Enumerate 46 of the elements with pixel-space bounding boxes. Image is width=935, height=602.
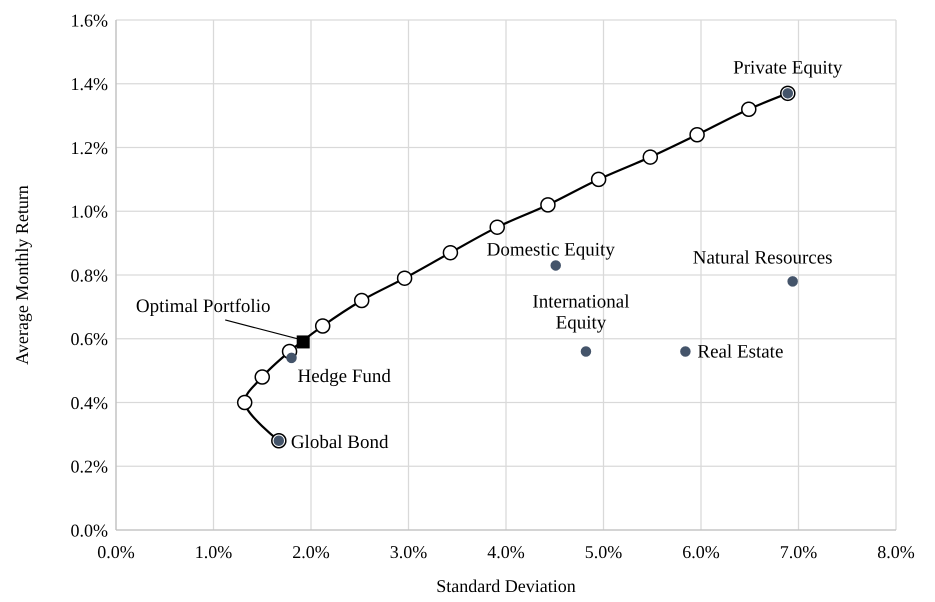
point	[354, 292, 370, 308]
y-tick-label: 0.8%	[70, 265, 108, 286]
y-tick-label: 1.2%	[70, 138, 108, 158]
point	[314, 318, 330, 334]
x-tick-label: 2.0%	[292, 542, 330, 562]
y-tick-label: 0.0%	[70, 520, 108, 540]
point	[550, 260, 561, 271]
point	[787, 276, 798, 287]
x-tick-label: 6.0%	[682, 542, 720, 562]
annotation: Real Estate	[697, 342, 784, 362]
annotation: Natural Resources	[692, 247, 833, 268]
point	[442, 244, 458, 260]
y-tick-label: 1.6%	[70, 10, 108, 30]
point	[540, 197, 556, 213]
y-tick-label: 0.4%	[70, 392, 108, 413]
x-tick-label: 1.0%	[194, 542, 232, 562]
point	[286, 352, 297, 364]
point	[254, 369, 270, 385]
annotation: Global Bond	[290, 432, 389, 453]
x-tick-label: 8.0%	[877, 542, 915, 562]
point	[689, 127, 705, 142]
annotation: Private Equity	[733, 57, 843, 78]
point	[236, 394, 252, 410]
x-tick-label: 0.0%	[97, 542, 135, 562]
y-tick-label: 1.0%	[70, 202, 108, 222]
y-tick-label: 1.4%	[70, 74, 108, 94]
x-tick-label: 4.0%	[487, 542, 525, 562]
point	[296, 335, 310, 348]
point	[580, 346, 592, 357]
y-axis-title: Average Monthly Return	[12, 185, 32, 365]
annotation: Hedge Fund	[298, 366, 392, 387]
point	[396, 270, 412, 286]
point	[489, 219, 505, 235]
y-tick-label: 0.2%	[70, 456, 108, 477]
point	[590, 172, 606, 188]
point	[642, 149, 658, 165]
point	[741, 102, 757, 117]
y-tick-label: 0.6%	[70, 329, 108, 350]
x-axis-title: Standard Deviation	[436, 576, 576, 596]
x-tick-label: 7.0%	[780, 542, 818, 562]
annotation: International Equity	[532, 292, 630, 334]
x-tick-label: 3.0%	[390, 542, 428, 562]
annotation: Domestic Equity	[486, 239, 616, 260]
annotation: Optimal Portfolio	[136, 296, 270, 317]
point	[680, 346, 691, 357]
x-tick-label: 5.0%	[584, 542, 622, 562]
